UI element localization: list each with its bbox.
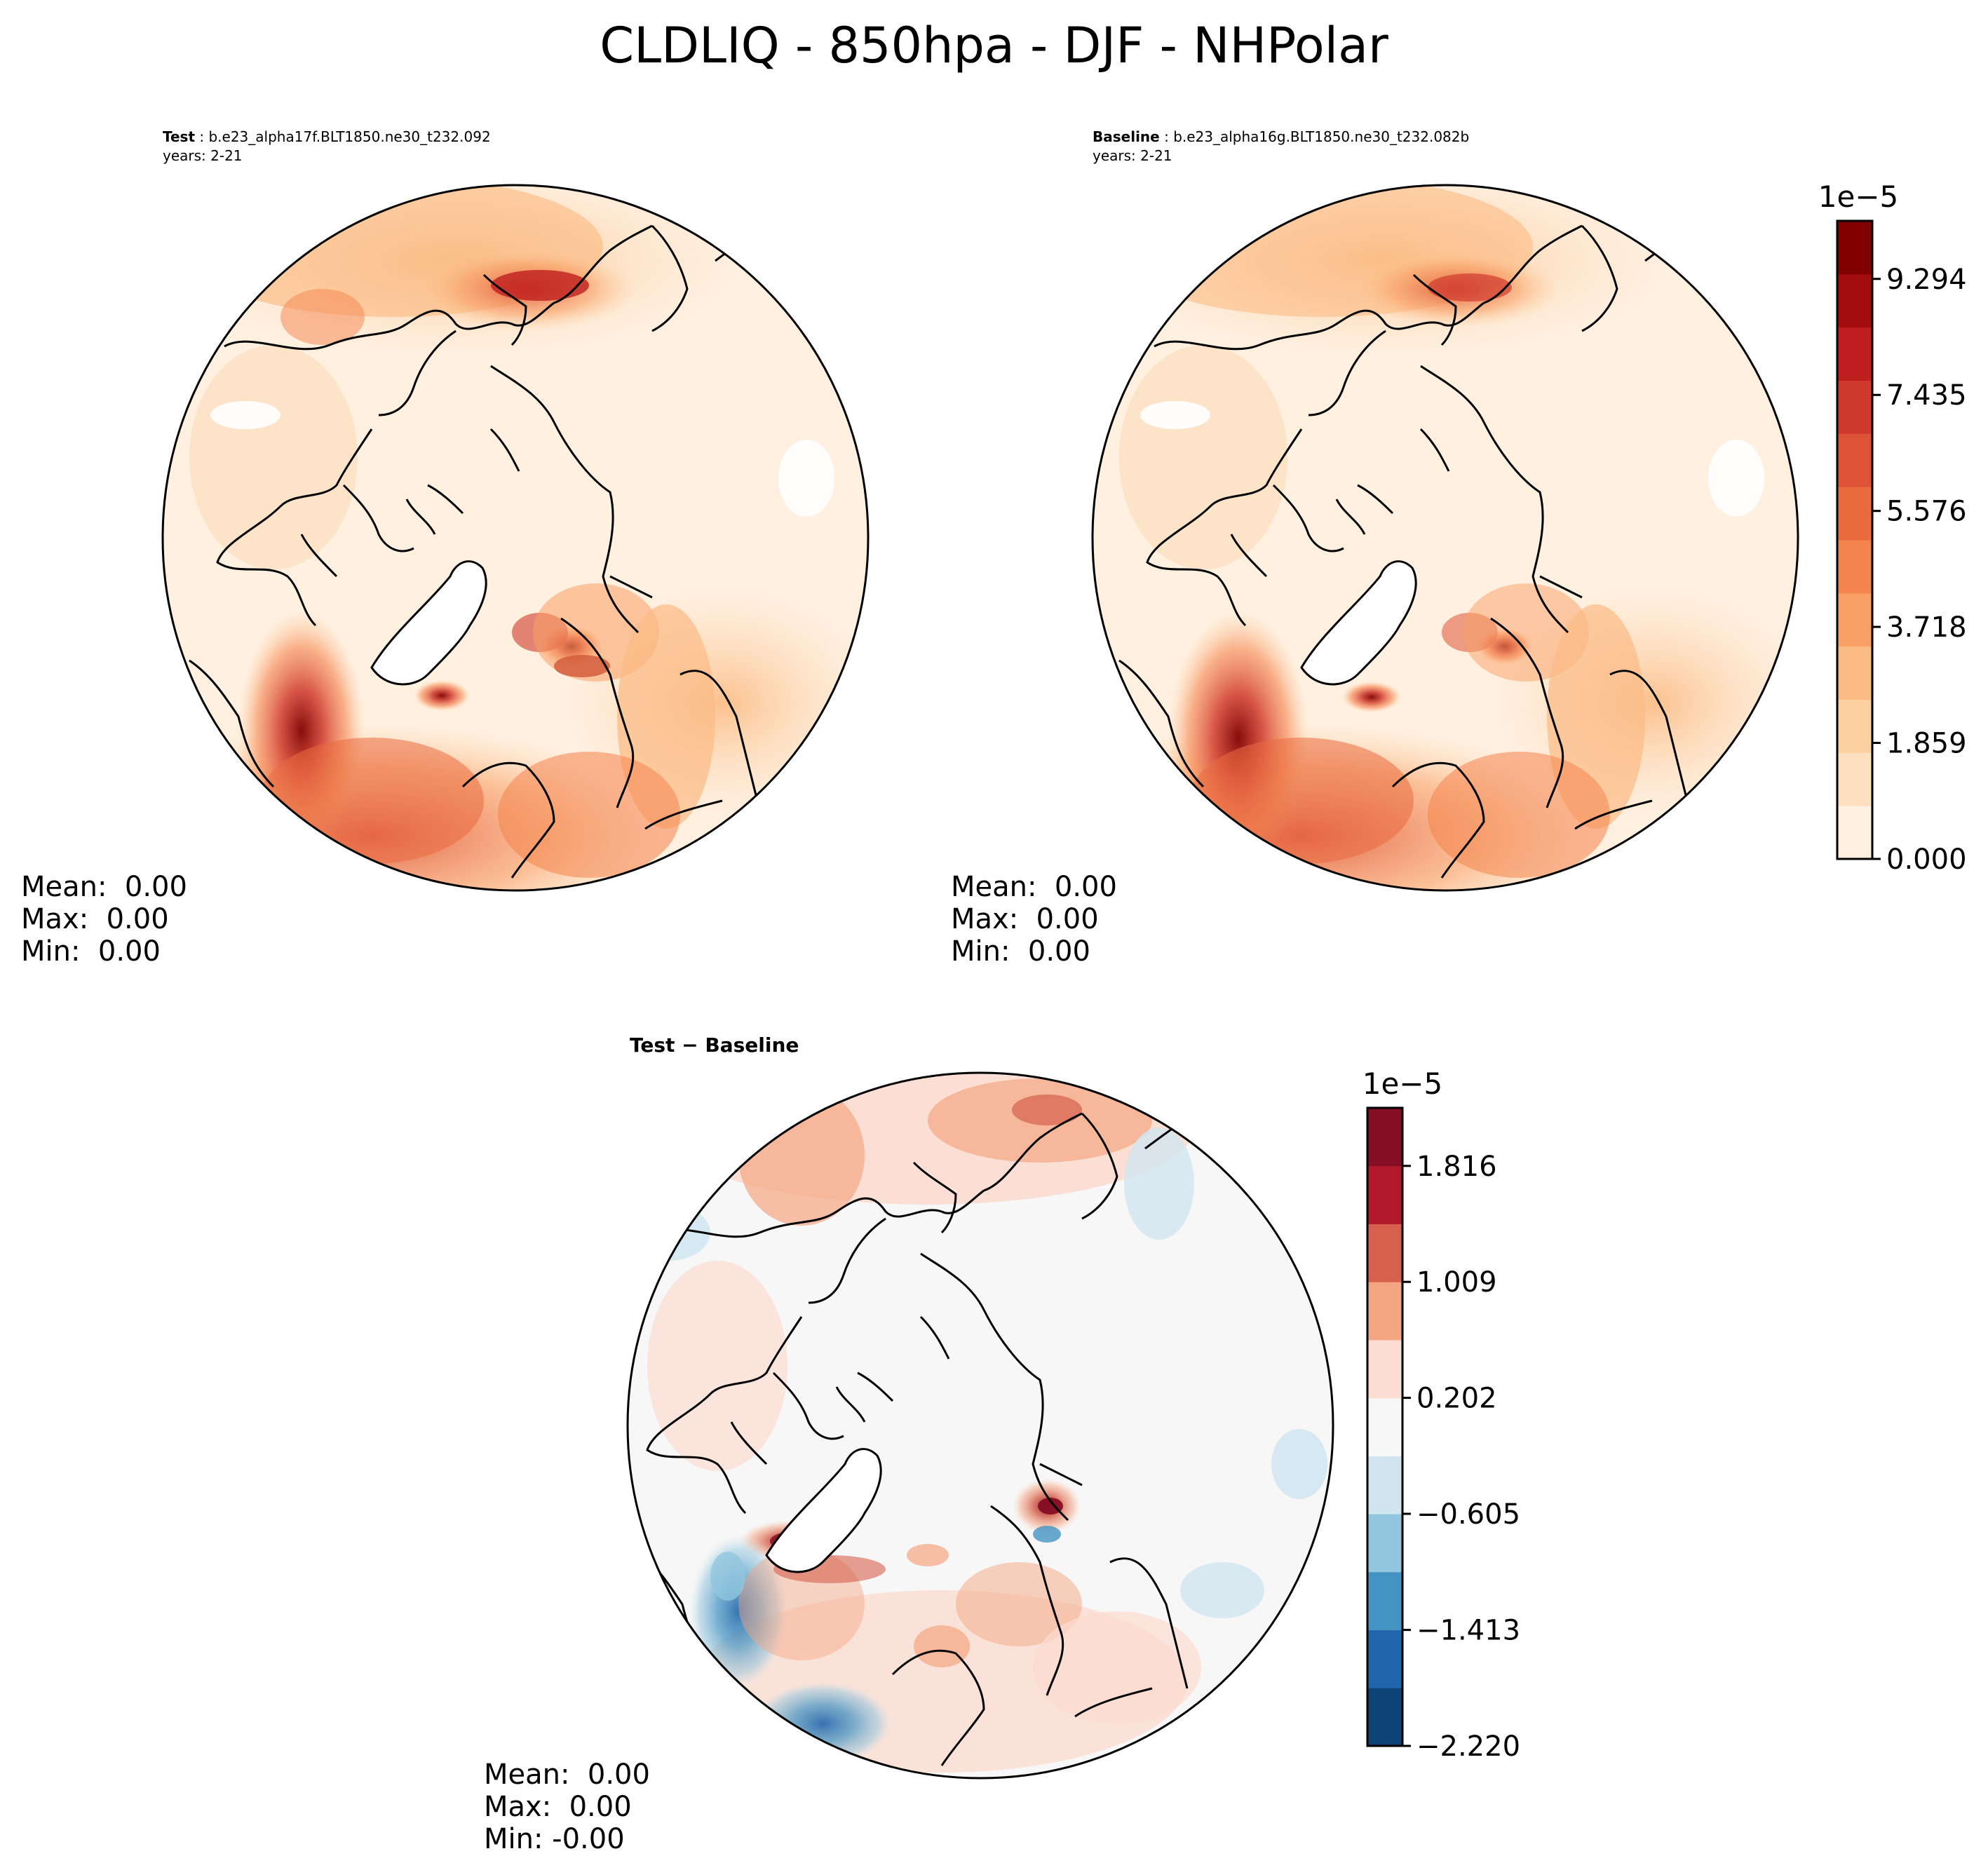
- test-label: Test: [163, 128, 196, 145]
- colorbar-difference-tick-label: −0.605: [1416, 1498, 1520, 1531]
- colorbar-difference-color-cell: [1367, 1282, 1402, 1341]
- colorbar-absolute-tick-label: 3.718: [1886, 611, 1967, 644]
- colorbar-difference-tick-label: −2.220: [1416, 1730, 1520, 1763]
- colorbar-difference-color-cell: [1367, 1108, 1402, 1167]
- colorbar-difference-color-cell: [1367, 1630, 1402, 1688]
- colorbar-absolute-tick-label: 7.435: [1886, 379, 1967, 412]
- colorbar-absolute-color-cell: [1837, 806, 1872, 860]
- colorbar-difference-exponent: 1e−5: [1362, 1066, 1442, 1101]
- colorbar-difference-color-cell: [1367, 1688, 1402, 1747]
- colorbar-difference-color-cell: [1367, 1514, 1402, 1573]
- colorbar-absolute-color-cell: [1837, 273, 1872, 328]
- diff-panel-title: Test − Baseline: [630, 1034, 799, 1057]
- colorbar-absolute-color-cell: [1837, 752, 1872, 806]
- test-mean: Mean: 0.00: [21, 871, 187, 903]
- baseline-max: Max: 0.00: [951, 903, 1099, 935]
- colorbar-absolute-exponent: 1e−5: [1818, 179, 1898, 214]
- colorbar-difference-tick-label: 1.816: [1416, 1151, 1497, 1183]
- colorbar-difference-color-cell: [1367, 1397, 1402, 1456]
- colorbar-absolute-color-cell: [1837, 327, 1872, 381]
- colorbar-absolute-tick-label: 9.294: [1886, 264, 1967, 296]
- colorbar-absolute-color-cell: [1837, 380, 1872, 434]
- test-map: [161, 184, 870, 892]
- diff-mean: Mean: 0.00: [484, 1759, 650, 1791]
- baseline-map: [1091, 184, 1799, 892]
- colorbar-absolute: 1e−5 0.000 1.859 3.718 5.576 7.435 9.294: [1818, 179, 1967, 876]
- colorbar-absolute-tick-label: 0.000: [1886, 843, 1967, 876]
- colorbar-difference-color-cell: [1367, 1339, 1402, 1399]
- test-max: Max: 0.00: [21, 903, 169, 935]
- colorbar-difference-tick-label: 1.009: [1416, 1266, 1497, 1299]
- colorbar-difference-tick-label: −1.413: [1416, 1615, 1520, 1647]
- baseline-mean: Mean: 0.00: [951, 871, 1117, 903]
- colorbar-absolute-tick-label: 5.576: [1886, 496, 1967, 528]
- diff-min: Min: -0.00: [484, 1823, 625, 1855]
- colorbar-absolute-color-cell: [1837, 221, 1872, 275]
- diff-map: [626, 1071, 1334, 1780]
- baseline-years: years: 2-21: [1093, 147, 1172, 164]
- colorbar-absolute-color-cell: [1837, 592, 1872, 647]
- colorbar-difference-color-cell: [1367, 1224, 1402, 1282]
- colorbar-difference-tick-label: 0.202: [1416, 1383, 1497, 1415]
- test-stats: Mean: 0.00 Max: 0.00 Min: 0.00: [21, 871, 187, 968]
- baseline-min: Min: 0.00: [951, 935, 1090, 968]
- diff-max: Max: 0.00: [484, 1791, 632, 1823]
- colorbar-difference-color-cell: [1367, 1456, 1402, 1515]
- colorbar-absolute-color-cell: [1837, 433, 1872, 487]
- test-panel-header: Test : b.e23_alpha17f.BLT1850.ne30_t232.…: [163, 128, 491, 164]
- colorbar-absolute-color-cell: [1837, 699, 1872, 753]
- colorbar-difference-color-cell: [1367, 1571, 1402, 1631]
- colorbar-absolute-color-cell: [1837, 540, 1872, 594]
- test-case-name: b.e23_alpha17f.BLT1850.ne30_t232.092: [208, 128, 491, 145]
- test-min: Min: 0.00: [21, 935, 161, 968]
- test-years: years: 2-21: [163, 147, 243, 164]
- colorbar-absolute-color-cell: [1837, 646, 1872, 700]
- baseline-label: Baseline: [1093, 128, 1160, 145]
- figure-title: CLDLIQ - 850hpa - DJF - NHPolar: [600, 17, 1388, 74]
- baseline-stats: Mean: 0.00 Max: 0.00 Min: 0.00: [951, 871, 1117, 968]
- colorbar-difference-color-cell: [1367, 1165, 1402, 1224]
- colorbar-absolute-color-cell: [1837, 487, 1872, 541]
- baseline-case-name: b.e23_alpha16g.BLT1850.ne30_t232.082b: [1173, 128, 1470, 145]
- diff-stats: Mean: 0.00 Max: 0.00 Min: -0.00: [484, 1759, 650, 1855]
- baseline-panel-header: Baseline : b.e23_alpha16g.BLT1850.ne30_t…: [1093, 128, 1470, 164]
- colorbar-difference: 1e−5 1.816 1.009 0.202 −0.605 −1.413 −2.220: [1362, 1066, 1520, 1763]
- colorbar-absolute-tick-label: 1.859: [1886, 728, 1967, 760]
